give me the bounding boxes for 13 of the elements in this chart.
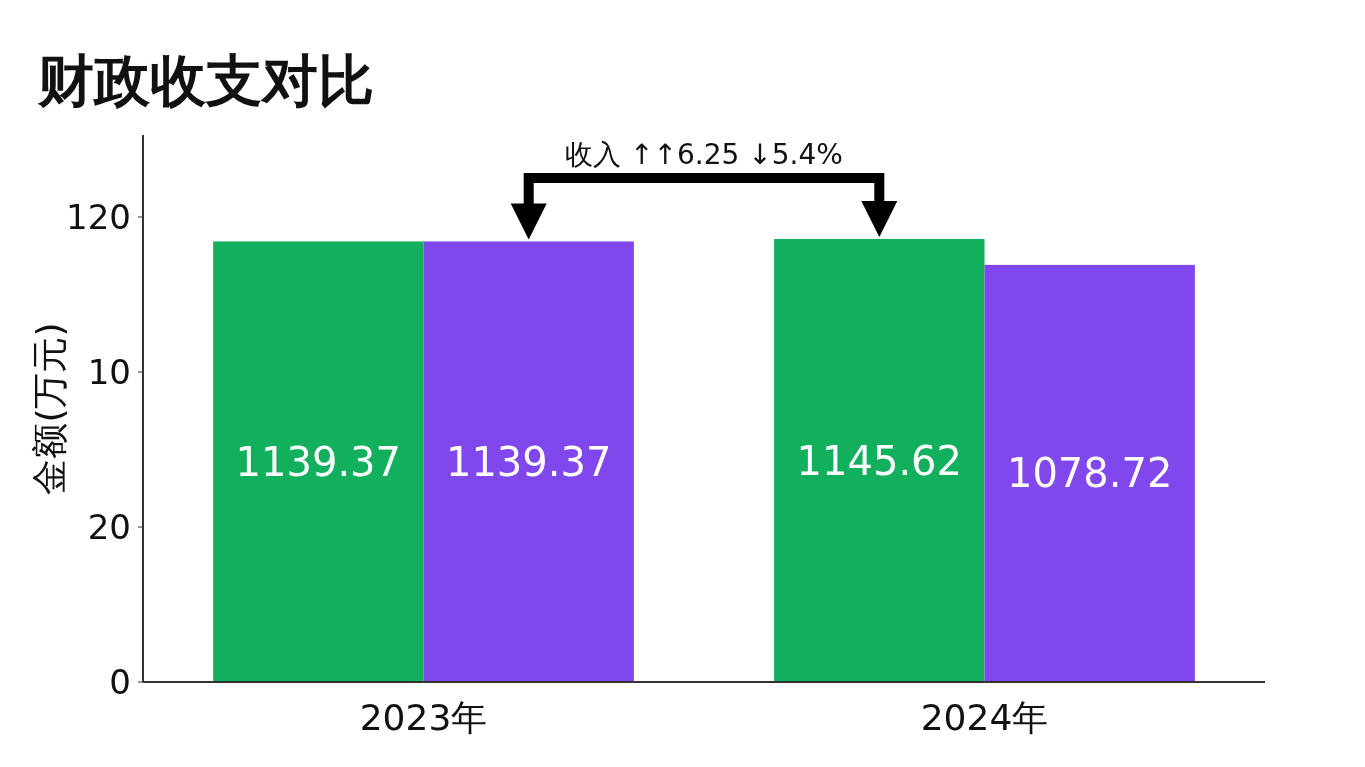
x-tick-label: 2024年 [920, 697, 1049, 738]
text: 收入 ↑↑6.25 ↓5.4% [565, 138, 843, 171]
data-label: 1145.62 [796, 437, 963, 484]
text: 0 [109, 662, 131, 702]
chart-title: 财政收支对比 [37, 48, 374, 113]
data-label: 1139.37 [445, 438, 612, 485]
text: 20 [87, 507, 131, 547]
text: 120 [66, 197, 131, 237]
y-axis-title: 金额(万元) [29, 322, 70, 495]
data-label: 1078.72 [1006, 450, 1173, 497]
x-tick-label: 2023年 [359, 697, 488, 738]
text: 10 [87, 352, 131, 392]
data-label: 1139.37 [235, 438, 402, 485]
